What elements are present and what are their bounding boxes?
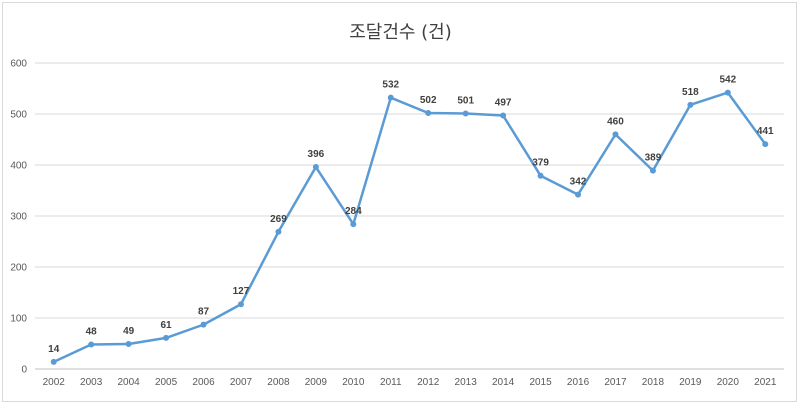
series-line	[53, 91, 767, 363]
x-axis-ticks: 2002 2003 2004 2005 2006 2007 2008 2009 2010 2011…	[43, 377, 777, 388]
x-tick-label: 2012	[417, 377, 440, 388]
x-tick-label: 2014	[492, 377, 515, 388]
data-label: 49	[123, 326, 135, 337]
y-tick-label: 500	[10, 110, 27, 121]
y-tick-label: 400	[10, 161, 27, 172]
data-point	[125, 341, 132, 348]
x-tick-label: 2018	[642, 377, 665, 388]
data-label: 48	[86, 327, 98, 338]
data-point	[387, 94, 394, 101]
series-group	[50, 89, 769, 365]
data-point	[163, 334, 170, 341]
data-label: 342	[570, 177, 587, 188]
x-tick-label: 2020	[717, 377, 740, 388]
chart-frame	[2, 2, 797, 402]
x-tick-label: 2019	[679, 377, 702, 388]
data-point	[275, 228, 282, 235]
y-tick-label: 0	[21, 365, 27, 376]
data-point	[200, 321, 207, 328]
data-point	[724, 89, 731, 96]
data-point	[312, 164, 319, 171]
data-label: 532	[382, 80, 399, 91]
x-tick-label: 2008	[267, 377, 290, 388]
x-tick-label: 2015	[529, 377, 552, 388]
x-tick-label: 2017	[604, 377, 627, 388]
x-tick-label: 2006	[192, 377, 215, 388]
data-label: 518	[682, 87, 699, 98]
x-tick-label: 2021	[754, 377, 777, 388]
data-label: 14	[48, 344, 60, 355]
data-point	[612, 131, 619, 138]
x-tick-label: 2005	[155, 377, 178, 388]
data-point	[575, 191, 582, 198]
y-tick-label: 200	[10, 263, 27, 274]
data-label: 502	[420, 95, 437, 106]
x-tick-label: 2004	[118, 377, 141, 388]
data-point	[462, 110, 469, 117]
x-tick-label: 2003	[80, 377, 103, 388]
data-label: 542	[719, 75, 736, 86]
x-tick-label: 2007	[230, 377, 253, 388]
data-point	[500, 112, 507, 119]
data-label: 497	[495, 98, 512, 109]
x-tick-label: 2011	[380, 377, 402, 388]
data-point	[649, 167, 656, 174]
data-label: 501	[457, 95, 474, 106]
data-point	[762, 141, 769, 148]
y-tick-label: 300	[10, 212, 27, 223]
data-label: 441	[757, 126, 774, 137]
data-point	[425, 109, 432, 116]
data-label: 460	[607, 116, 624, 127]
x-tick-label: 2010	[342, 377, 365, 388]
x-tick-label: 2009	[305, 377, 328, 388]
gridlines	[35, 62, 784, 370]
data-label: 87	[198, 307, 210, 318]
x-tick-label: 2016	[567, 377, 590, 388]
data-point	[687, 101, 694, 108]
x-tick-label: 2013	[455, 377, 478, 388]
data-label: 269	[270, 214, 287, 225]
data-point	[350, 221, 357, 228]
data-point	[237, 301, 244, 308]
data-labels: 14 48 49 61 87 127 269 396 284 532 502 501 497 379 342…	[48, 75, 774, 355]
data-label: 396	[308, 149, 325, 160]
y-tick-label: 600	[10, 59, 27, 70]
data-label: 127	[233, 286, 250, 297]
data-point	[88, 341, 95, 348]
chart-title: 조달건수 (건)	[349, 22, 452, 43]
y-tick-label: 100	[10, 314, 27, 325]
data-point	[50, 358, 57, 365]
y-axis-ticks: 0 100 200 300 400 500 600	[10, 59, 27, 376]
data-label: 389	[645, 153, 662, 164]
data-point	[537, 172, 544, 179]
x-tick-label: 2002	[43, 377, 66, 388]
data-label: 61	[161, 320, 173, 331]
data-label: 379	[532, 158, 549, 169]
data-label: 284	[345, 206, 362, 217]
